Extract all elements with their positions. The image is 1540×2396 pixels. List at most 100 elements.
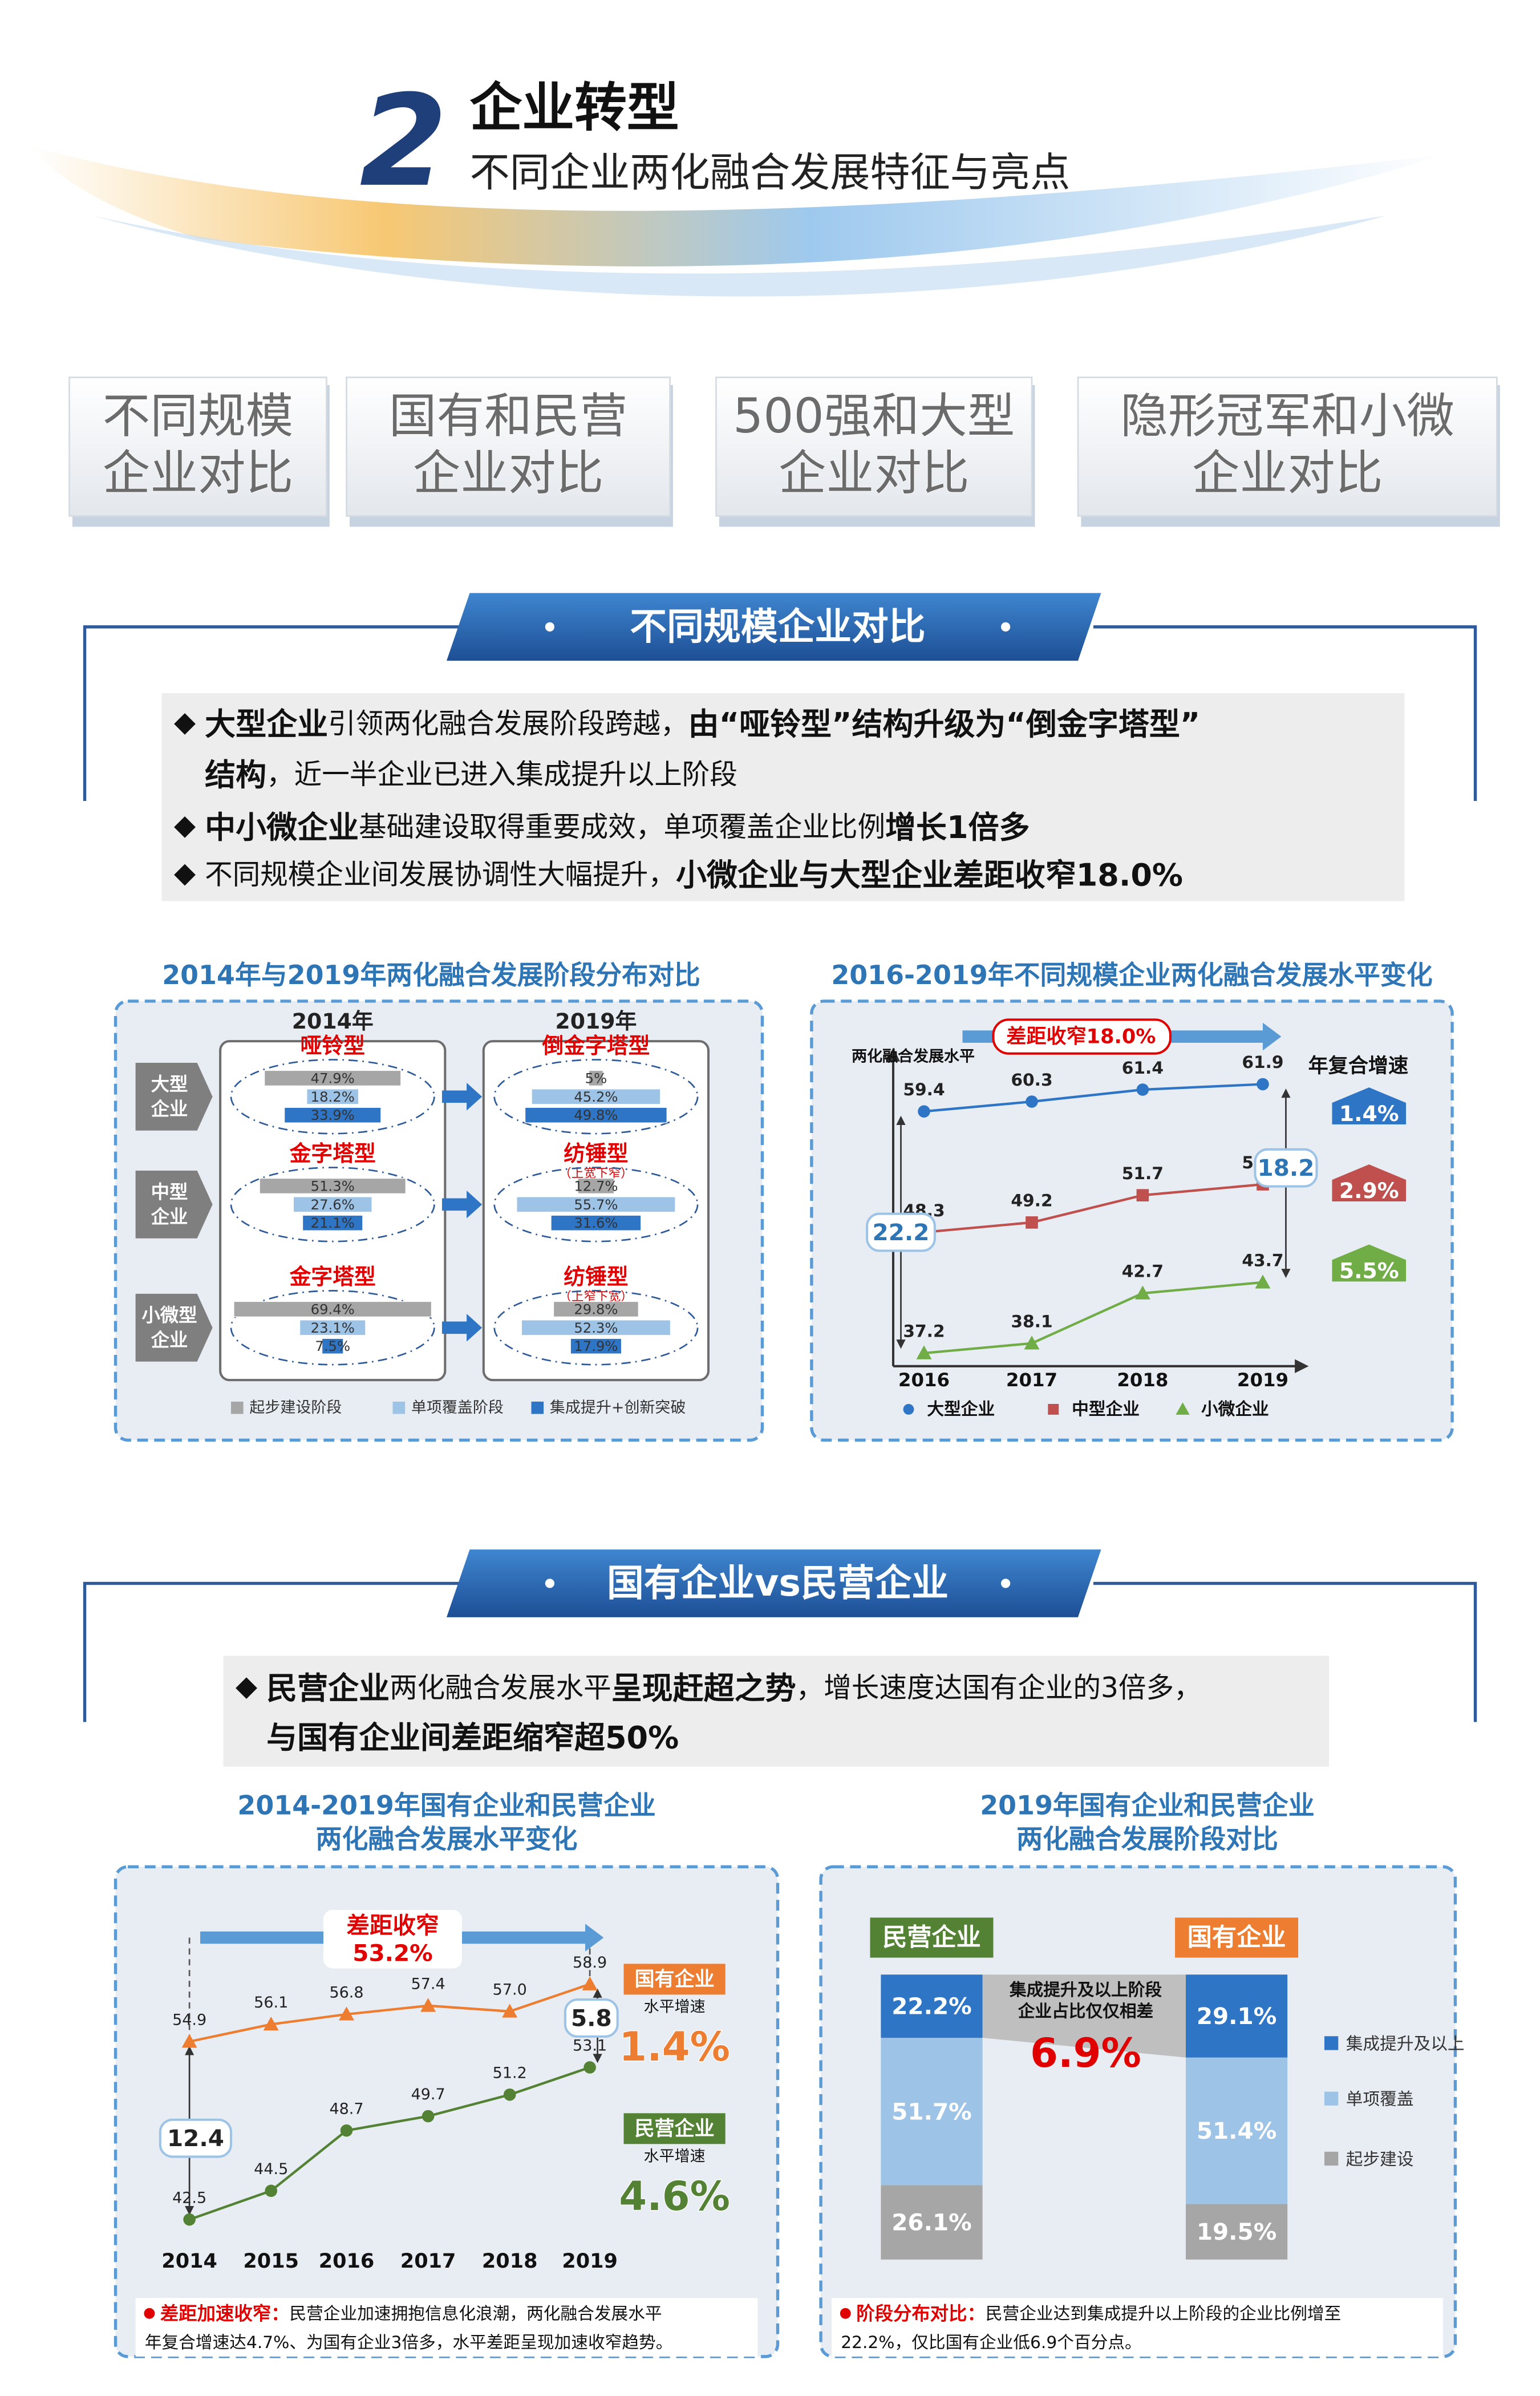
series-line xyxy=(189,1983,590,2043)
bar xyxy=(588,1070,604,1087)
note-text: 阶段分布对比：民营企业达到集成提升以上阶段的企业比例增至 xyxy=(856,2302,1341,2324)
point xyxy=(263,2016,279,2031)
bullet-segment: ，近一半企业已进入集成提升以上阶段 xyxy=(266,759,737,791)
group-tag xyxy=(135,1170,213,1239)
cagr-value: 5.5% xyxy=(1339,1258,1399,1283)
tab xyxy=(68,377,327,517)
point xyxy=(1026,1216,1038,1229)
annotation-box xyxy=(159,2118,233,2158)
data-label: 57.4 xyxy=(411,1975,445,1993)
x-tick-label: 2019 xyxy=(562,2249,618,2273)
shape-outline xyxy=(230,1290,435,1366)
section-number: 2 xyxy=(359,68,447,215)
note-text: 年复合增速达4.7%、为国有企业3倍多，水平差距呈现加速收窄趋势。 xyxy=(145,2333,673,2353)
point xyxy=(265,2184,278,2197)
bullet-segment: 与国有企业间差距缩窄超50% xyxy=(266,1719,679,1755)
banner-dot xyxy=(1000,622,1011,632)
bar xyxy=(293,1196,372,1213)
bullet-segment: 基础建设取得重要成效，单项覆盖企业比例 xyxy=(359,811,885,843)
bar-value: 52.3% xyxy=(574,1320,618,1336)
data-label: 59.4 xyxy=(903,1080,945,1100)
bar-value: 17.9% xyxy=(574,1338,618,1354)
bar-value: 31.6% xyxy=(574,1215,618,1231)
tab-label: 企业对比 xyxy=(779,445,970,501)
cagr-value: 2.9% xyxy=(1339,1178,1399,1203)
annotation-box xyxy=(1254,1148,1318,1188)
bullet-segment: 呈现赶超之势 xyxy=(611,1670,796,1706)
header-title: 企业转型 xyxy=(470,77,679,138)
data-label: 43.7 xyxy=(1242,1251,1283,1271)
note-dot xyxy=(840,2308,851,2319)
section-frame xyxy=(1093,625,1477,801)
data-label: 51.7 xyxy=(1122,1164,1164,1184)
tab-label: 国有和民营 xyxy=(389,388,627,444)
data-label: 37.2 xyxy=(903,1322,945,1342)
bullet-text: 中小微企业基础建设取得重要成效，单项覆盖企业比例增长1倍多 xyxy=(205,809,1030,845)
note-line: 民营企业加速拥抱信息化浪潮，两化融合发展水平 xyxy=(289,2304,662,2324)
tab-label: 企业对比 xyxy=(103,445,294,501)
note-text: 差距加速收窄：民营企业加速拥抱信息化浪潮，两化融合发展水平 xyxy=(160,2302,662,2324)
section-frame xyxy=(1093,1581,1477,1722)
header-swoosh-shadow xyxy=(92,215,1386,297)
bar-value: 19.5% xyxy=(1197,2218,1276,2245)
bar xyxy=(524,1107,667,1123)
shape-label: 金字塔型 xyxy=(289,1264,376,1289)
legend-label: 单项覆盖 xyxy=(1346,2089,1414,2109)
chart-title: 两化融合发展阶段对比 xyxy=(1016,1824,1278,1855)
note-line: 民营企业达到集成提升以上阶段的企业比例增至 xyxy=(986,2304,1341,2324)
bar xyxy=(233,1301,432,1318)
chart-title: 2014-2019年国有企业和民营企业 xyxy=(237,1790,655,1820)
bullet-text: 不同规模企业间发展协调性大幅提升，小微企业与大型企业差距收窄18.0% xyxy=(205,857,1183,893)
bullet-segment: 中小微企业 xyxy=(205,809,359,845)
gap-value: 53.2% xyxy=(352,1940,432,1967)
section-frame xyxy=(83,625,463,801)
tab xyxy=(1077,377,1498,517)
bar-value: 51.7% xyxy=(891,2098,971,2125)
bullet-segment: 增长1倍多 xyxy=(885,809,1030,845)
section-frame xyxy=(83,1581,463,1722)
point xyxy=(1024,1335,1040,1350)
category-label: 民营企业 xyxy=(882,1924,981,1952)
bar-value: 33.9% xyxy=(311,1107,355,1123)
data-label: 61.9 xyxy=(1242,1053,1283,1072)
bullet-box xyxy=(161,693,1405,901)
point xyxy=(918,1105,930,1118)
group-label: 小微型 xyxy=(141,1305,197,1326)
legend-label: 中型企业 xyxy=(1072,1399,1140,1419)
transition-arrow xyxy=(441,1083,483,1111)
cagr-value: 1.4% xyxy=(1339,1101,1399,1126)
chart-panel xyxy=(810,999,1454,1442)
data-label: 57.0 xyxy=(493,1981,527,1999)
shape-outline xyxy=(493,1290,699,1366)
legend-swatch xyxy=(531,1401,544,1414)
chart-title: 2016-2019年不同规模企业两化融合发展水平变化 xyxy=(831,960,1432,990)
x-tick-label: 2019 xyxy=(1237,1369,1288,1391)
bar-segment xyxy=(1185,1974,1288,2058)
shape-outline xyxy=(230,1059,435,1135)
bullet-text: 结构，近一半企业已进入集成提升以上阶段 xyxy=(205,757,737,793)
legend-label: 单项覆盖阶段 xyxy=(411,1399,504,1416)
x-tick-label: 2016 xyxy=(319,2249,375,2273)
group-label: 企业 xyxy=(151,1206,188,1228)
point xyxy=(183,2213,196,2226)
data-label: 58.9 xyxy=(573,1954,607,1972)
bar xyxy=(264,1070,402,1087)
bullet-segment: 小微企业与大型企业差距收窄18.0% xyxy=(676,857,1183,893)
point xyxy=(582,1976,598,1990)
data-label: 54.9 xyxy=(172,2011,206,2029)
x-tick-label: 2015 xyxy=(243,2249,299,2273)
note-label: 阶段分布对比： xyxy=(856,2302,986,2324)
x-tick-label: 2018 xyxy=(1117,1369,1168,1391)
x-tick-label: 2017 xyxy=(400,2249,456,2273)
gap-title: 集成提升及以上阶段 xyxy=(1009,1980,1162,2000)
gap-title: 差距收窄 xyxy=(347,1912,439,1939)
bar-value: 29.1% xyxy=(1197,2002,1276,2030)
bar-value: 45.2% xyxy=(574,1088,618,1105)
point xyxy=(916,1345,932,1359)
gap-title-box xyxy=(992,1018,1172,1055)
legend-label: 集成提升及以上 xyxy=(1346,2034,1465,2054)
chart-title: 2019年国有企业和民营企业 xyxy=(980,1790,1314,1820)
note-dot xyxy=(144,2308,155,2319)
note-label: 差距加速收窄： xyxy=(160,2302,290,2324)
point xyxy=(420,1998,436,2012)
